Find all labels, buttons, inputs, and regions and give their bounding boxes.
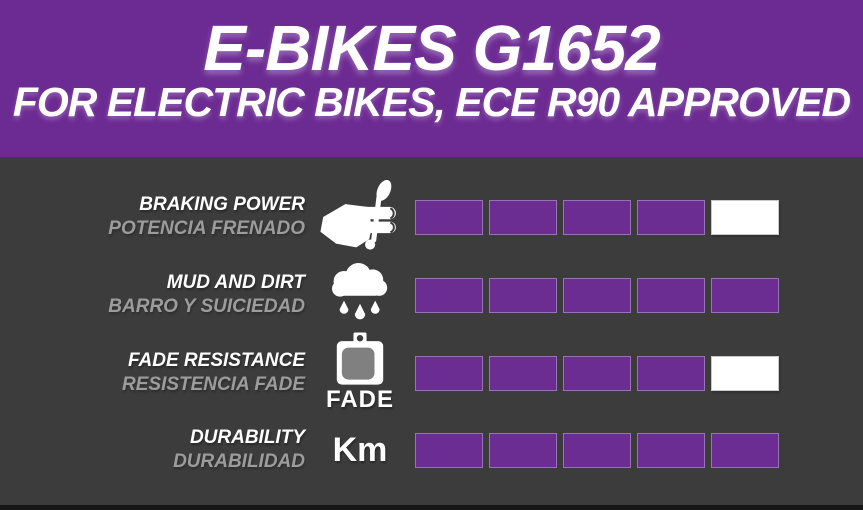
row-label-en: FADE RESISTANCE [127,350,305,371]
rating-segment-filled [711,432,779,468]
rating-segment-filled [489,199,557,235]
rating-segment-empty [711,355,779,391]
km-icon: Km [305,431,415,470]
row-label-es: DURABILIDAD [173,451,305,472]
rating-row-durability: DURABILITY DURABILIDAD Km [0,411,863,489]
row-label-es: POTENCIA FRENADO [108,218,305,239]
rating-segment-empty [711,199,779,235]
row-labels: MUD AND DIRT BARRO Y SUICIEDAD [0,271,305,319]
rating-segment-filled [415,432,483,468]
rating-segment-filled [563,199,631,235]
brake-lever-hand-icon [305,180,415,254]
rating-bar [415,199,779,235]
rating-segment-filled [637,277,705,313]
row-label-es: RESISTENCIA FADE [122,374,305,395]
page-subtitle: FOR ELECTRIC BIKES, ECE R90 APPROVED [12,79,851,126]
km-caption: Km [332,430,388,469]
row-label-en: BRAKING POWER [139,194,305,215]
brake-lever-hand-icon [320,180,396,250]
rating-segment-filled [563,277,631,313]
fade-caption: FADE [325,386,394,413]
rating-segment-filled [637,432,705,468]
rating-segment-filled [711,277,779,313]
rain-cloud-icon [332,263,388,320]
rating-segment-filled [415,277,483,313]
header-banner: E-BIKES G1652 FOR ELECTRIC BIKES, ECE R9… [0,0,863,157]
row-label-en: MUD AND DIRT [166,272,305,293]
rating-segment-filled [563,355,631,391]
rain-cloud-icon [305,259,415,331]
rating-row-mud-and-dirt: MUD AND DIRT BARRO Y SUICIEDAD [0,256,863,334]
brake-pad-icon [336,332,384,385]
rating-segment-filled [637,355,705,391]
rating-segment-filled [415,355,483,391]
row-label-en: DURABILITY [189,427,305,448]
brake-pad-icon: FADE [305,332,415,414]
rating-bar [415,432,779,468]
rating-segment-filled [415,199,483,235]
rating-segment-filled [489,432,557,468]
rating-bar [415,355,779,391]
page-title: E-BIKES G1652 [203,12,661,84]
rating-segment-filled [563,432,631,468]
rating-segment-filled [489,355,557,391]
row-labels: FADE RESISTANCE RESISTENCIA FADE [0,349,305,397]
row-labels: BRAKING POWER POTENCIA FRENADO [0,193,305,241]
rating-row-fade-resistance: FADE RESISTANCE RESISTENCIA FADE FADE [0,332,863,414]
row-labels: DURABILITY DURABILIDAD [0,426,305,474]
rating-segment-filled [489,277,557,313]
bottom-border [0,505,863,510]
rating-row-braking-power: BRAKING POWER POTENCIA FRENADO [0,178,863,256]
rating-segment-filled [637,199,705,235]
row-label-es: BARRO Y SUICIEDAD [108,296,305,317]
rating-bar [415,277,779,313]
